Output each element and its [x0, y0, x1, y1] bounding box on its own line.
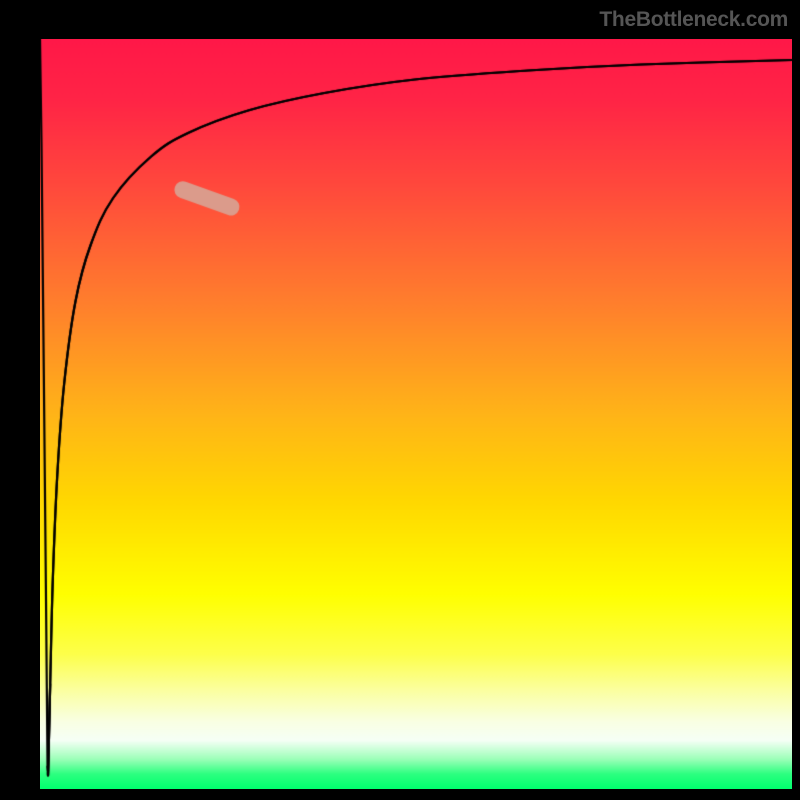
- attribution-label: TheBottleneck.com: [599, 8, 788, 32]
- bottleneck-curve-chart: [40, 39, 792, 789]
- figure-container: TheBottleneck.com: [0, 0, 800, 800]
- plot-area: [40, 39, 792, 789]
